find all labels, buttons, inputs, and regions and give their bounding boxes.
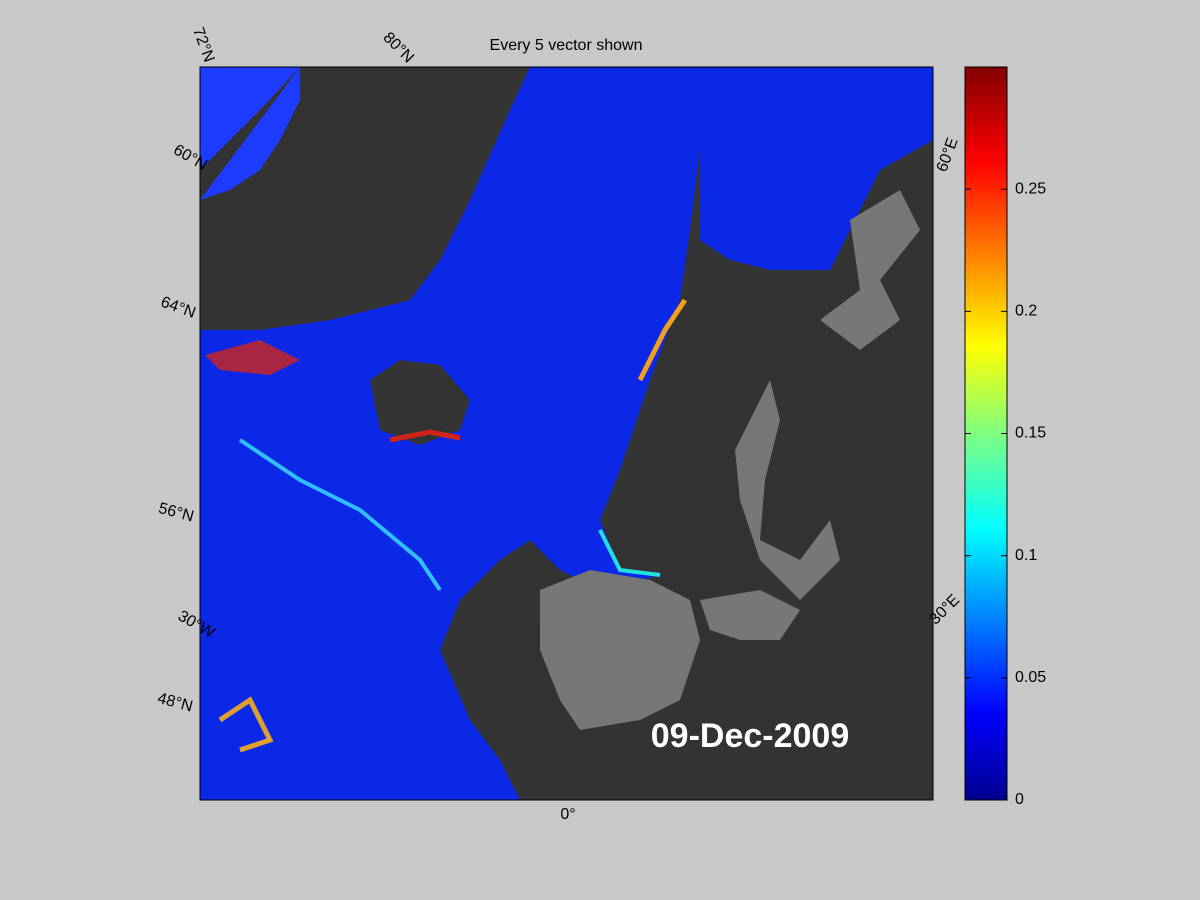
date-label: 09-Dec-2009	[651, 717, 849, 755]
current	[218, 696, 274, 753]
map: 09-Dec-2009	[200, 67, 933, 800]
shelf-sea	[820, 190, 920, 350]
graticule-label: 60°E	[934, 136, 962, 175]
current	[389, 429, 461, 443]
current	[598, 529, 661, 577]
ocean	[700, 67, 933, 270]
graticule-label: 72°N	[189, 25, 217, 64]
tick-label: 0.25	[1015, 180, 1046, 197]
colorbar-ticks: 0 0.05 0.1 0.15 0.2 0.25	[965, 180, 1046, 808]
graticule-label: 56°N	[157, 500, 196, 526]
tick-label: 0.1	[1015, 547, 1037, 564]
tick-label: 0.05	[1015, 669, 1046, 686]
tick-label: 0.15	[1015, 425, 1046, 442]
ocean	[200, 67, 300, 200]
shelf-sea	[700, 380, 840, 640]
shelf-sea	[540, 570, 700, 730]
britain	[460, 590, 540, 720]
map-frame	[199, 66, 934, 801]
iceland	[370, 360, 470, 445]
current	[637, 298, 688, 382]
graticule-label: 0°	[560, 806, 575, 823]
graticule-label: 64°N	[158, 294, 197, 322]
tick-label: 0.2	[1015, 303, 1037, 320]
current	[205, 340, 300, 375]
title: Every 5 vector shown	[490, 37, 643, 54]
graticule-label: 80°N	[380, 29, 417, 66]
ocean	[200, 67, 740, 800]
graticule-label: 48°N	[156, 690, 195, 716]
current	[238, 438, 442, 592]
colorbar	[964, 66, 1008, 801]
tick-label: 0	[1015, 791, 1024, 808]
